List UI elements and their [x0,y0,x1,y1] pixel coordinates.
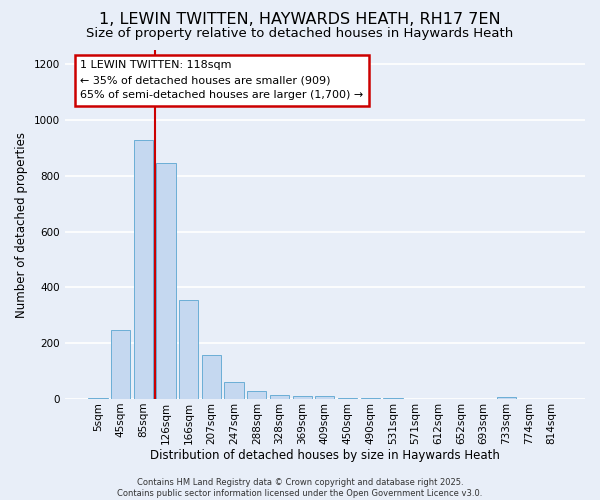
Bar [293,396,312,399]
Bar [383,398,403,399]
X-axis label: Distribution of detached houses by size in Haywards Heath: Distribution of detached houses by size … [150,450,500,462]
Bar [224,382,244,399]
Text: Contains HM Land Registry data © Crown copyright and database right 2025.
Contai: Contains HM Land Registry data © Crown c… [118,478,482,498]
Bar [111,330,130,399]
Bar [315,396,334,399]
Y-axis label: Number of detached properties: Number of detached properties [15,132,28,318]
Bar [338,398,357,399]
Bar [361,398,380,399]
Bar [88,398,107,399]
Bar [134,140,153,399]
Bar [247,391,266,399]
Text: 1, LEWIN TWITTEN, HAYWARDS HEATH, RH17 7EN: 1, LEWIN TWITTEN, HAYWARDS HEATH, RH17 7… [99,12,501,28]
Bar [157,163,176,399]
Bar [202,355,221,399]
Bar [270,395,289,399]
Text: Size of property relative to detached houses in Haywards Heath: Size of property relative to detached ho… [86,28,514,40]
Bar [497,397,516,399]
Bar [179,300,199,399]
Text: 1 LEWIN TWITTEN: 118sqm
← 35% of detached houses are smaller (909)
65% of semi-d: 1 LEWIN TWITTEN: 118sqm ← 35% of detache… [80,60,364,100]
